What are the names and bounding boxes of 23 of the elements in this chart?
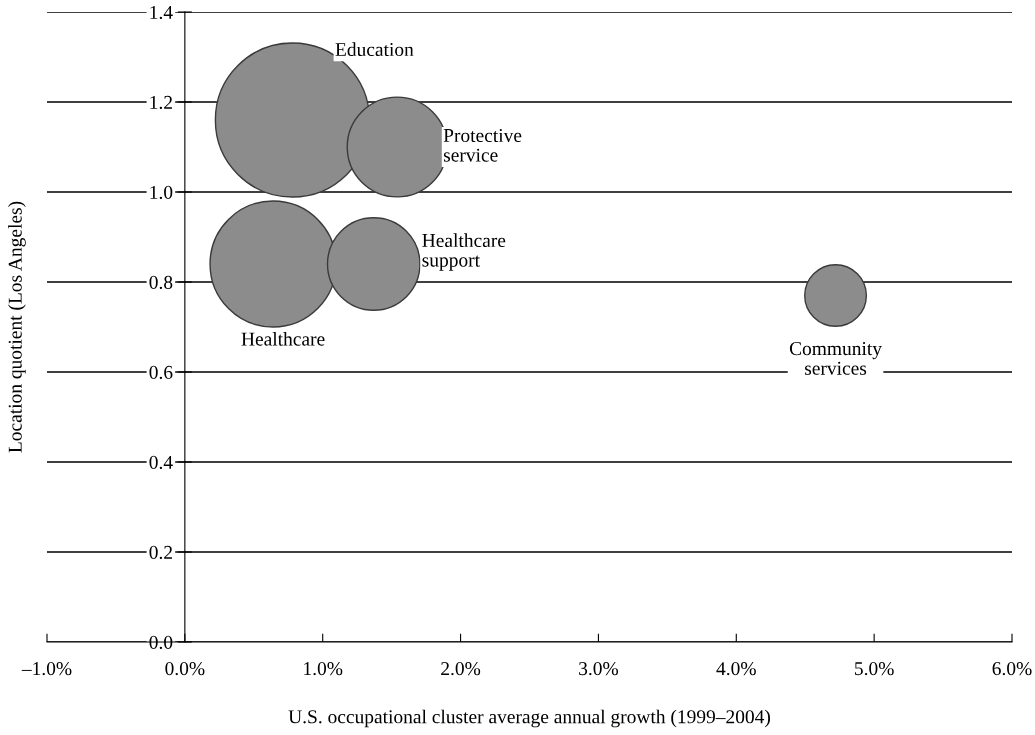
x-tick-label: 1.0% [304,662,343,676]
series-label: Community services [789,342,882,375]
y-tick-label: 1.2 [150,95,172,110]
x-tick-label: –1.0% [21,662,72,676]
y-tick-label: 1.4 [150,5,173,20]
x-tick-label: 6.0% [992,662,1032,676]
series-label: Healthcare support [422,233,506,271]
series-label: Healthcare [241,332,325,346]
y-tick-label: 0.6 [149,365,173,380]
x-tick-label: 0.0% [165,662,205,676]
y-axis-title: Location quotient (Los Angeles) [8,201,26,453]
x-tick-label: 5.0% [855,662,894,676]
y-tick-label: 0.4 [149,455,173,470]
x-tick-label: 4.0% [716,662,756,676]
x-tick-label: 3.0% [579,662,619,676]
y-tick-label: 0.0 [149,635,173,650]
y-tick-label: 0.8 [149,275,173,290]
series-label: Education [335,42,414,57]
x-axis-title: U.S. occupational cluster average annual growth (1999–2004) [288,709,770,728]
y-tick-label: 0.2 [149,545,172,560]
y-tick-label: 1.0 [150,185,173,200]
x-tick-label: 2.0% [441,662,481,676]
series-label: Protective service [443,128,522,162]
